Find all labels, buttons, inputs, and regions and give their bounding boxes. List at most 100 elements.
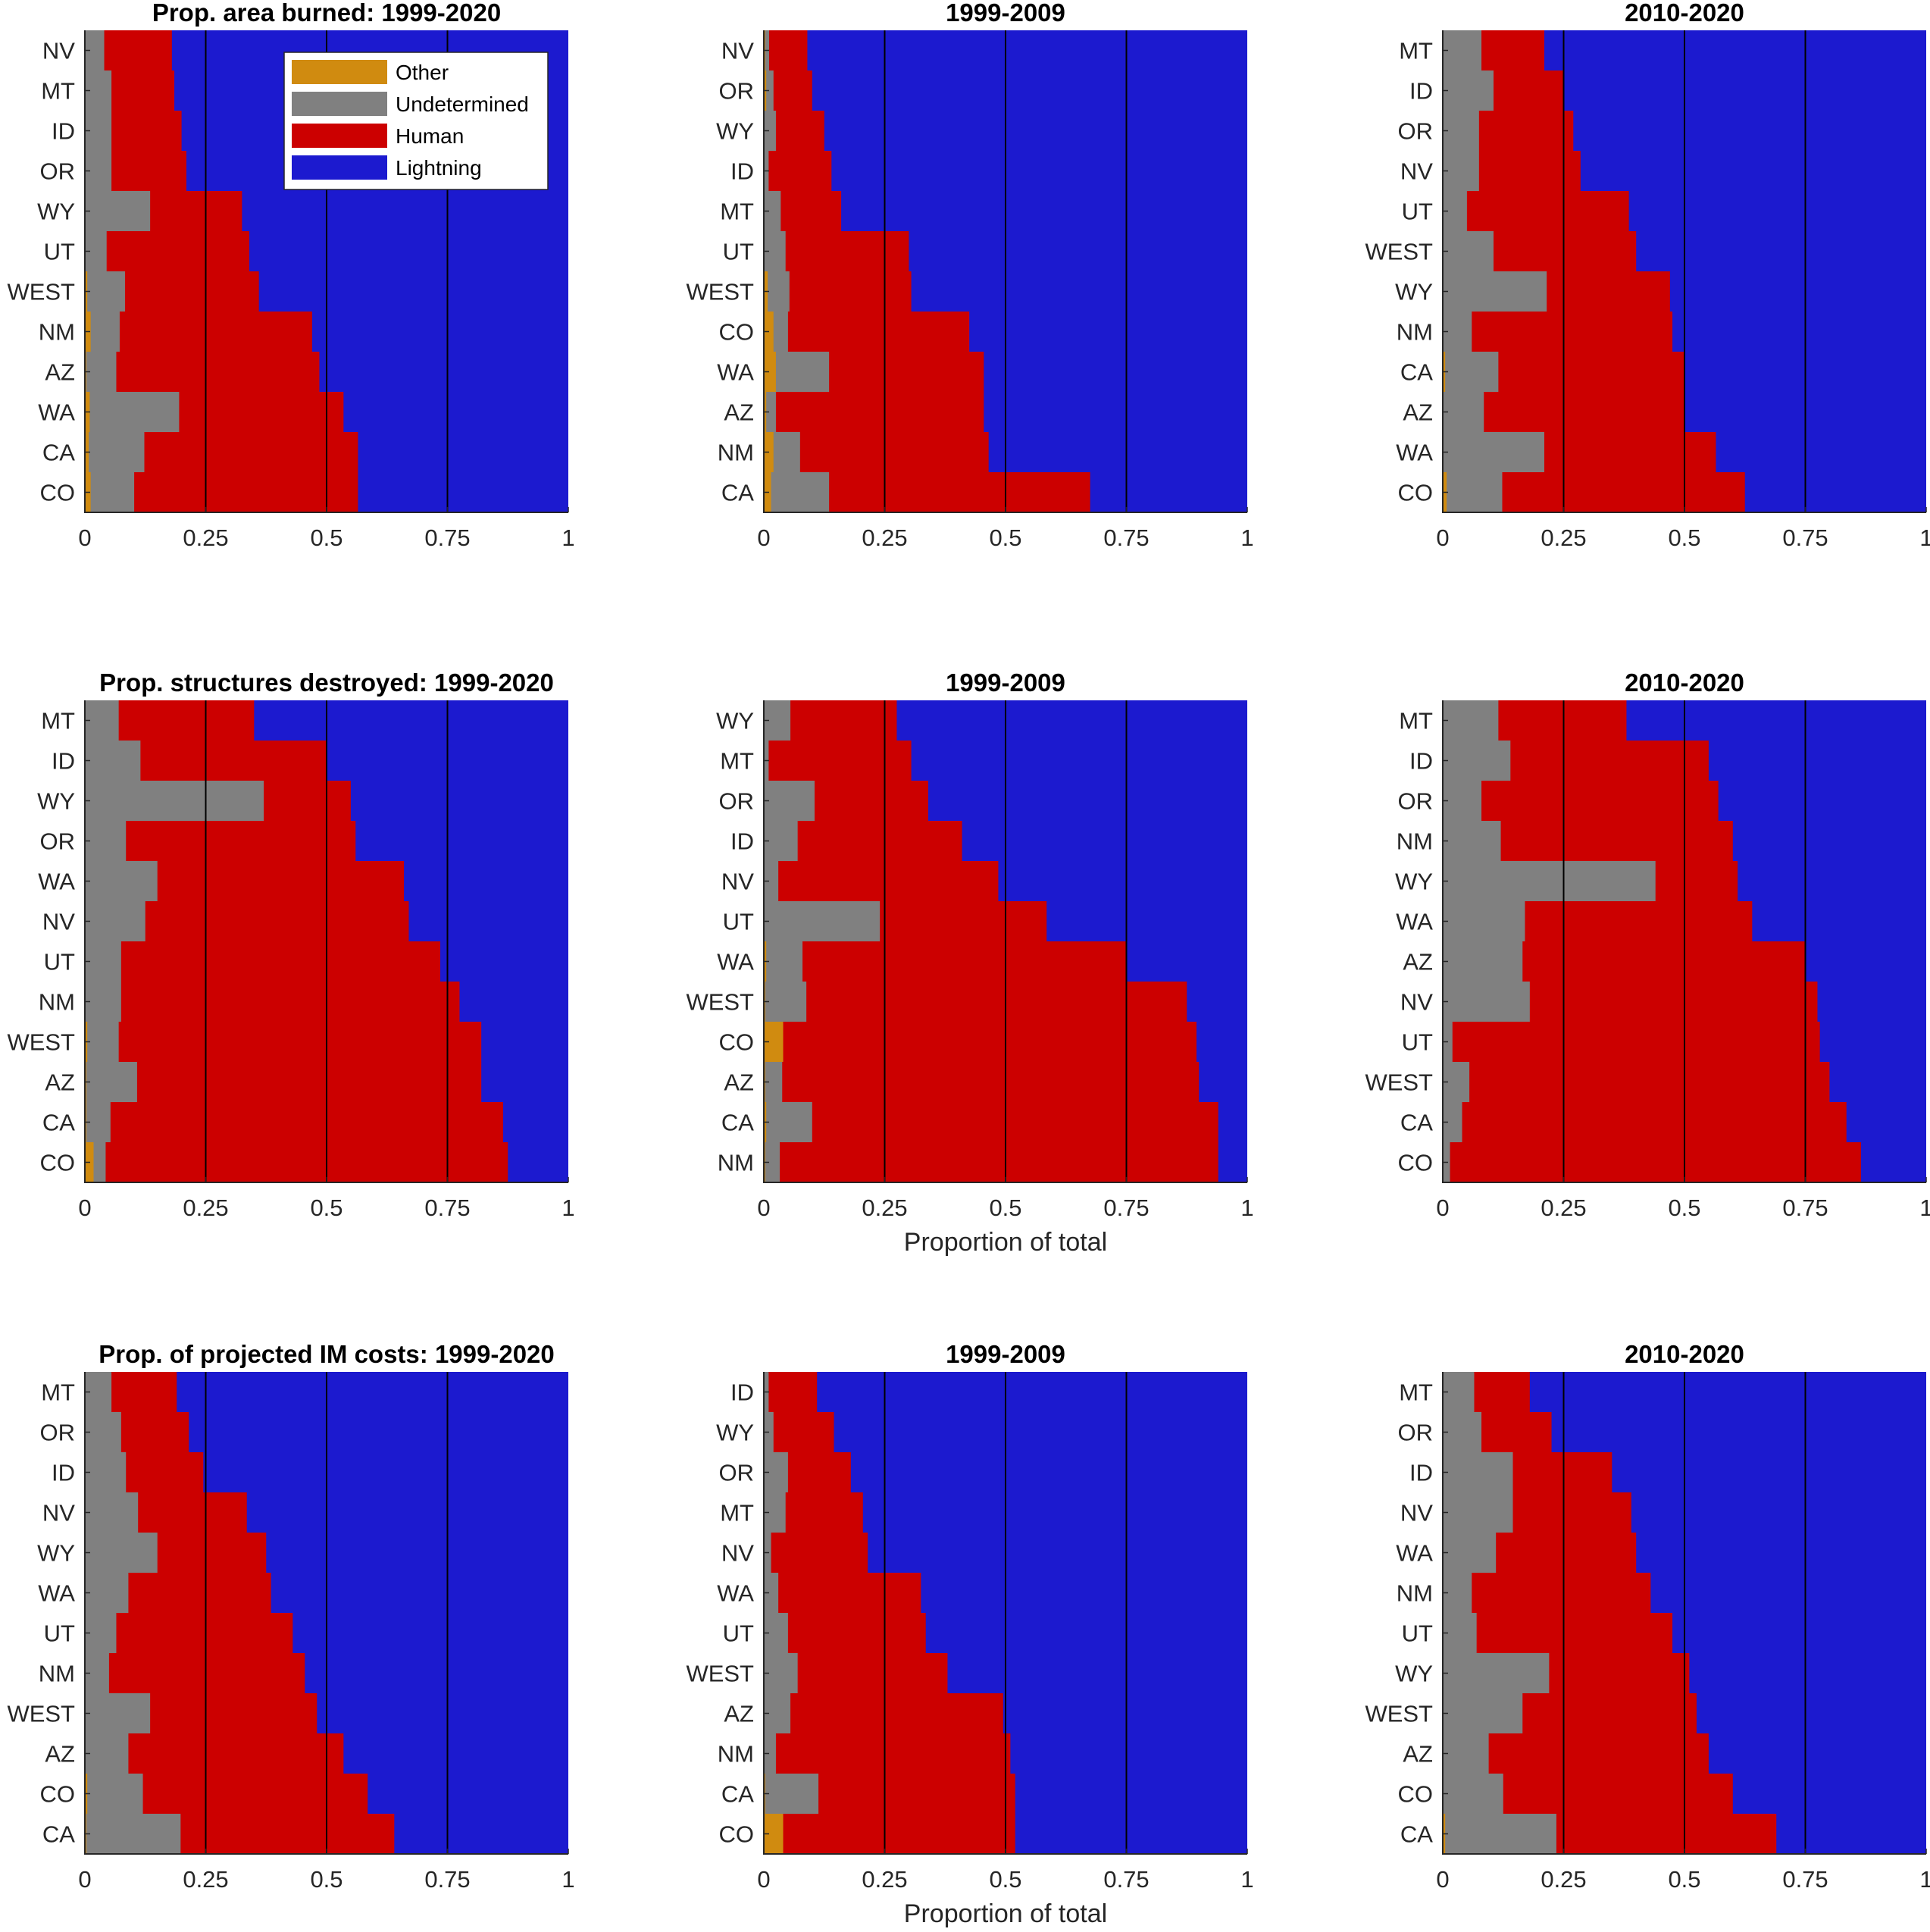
bar-undetermined-ID [1443, 70, 1494, 111]
bar-undetermined-NV [1443, 151, 1479, 192]
category-label-ID: ID [52, 118, 75, 145]
category-label-NV: NV [1400, 1500, 1433, 1526]
category-label-WA: WA [717, 949, 754, 975]
bar-undetermined-WEST [764, 1653, 798, 1694]
category-label-CA: CA [42, 1821, 75, 1848]
panel-2: MT ID OR NV UT WEST WY NM CA AZ WA CO0 0.25 0.5 0.75 1 2… [1365, 0, 1930, 551]
category-label-CA: CA [1400, 359, 1433, 386]
bar-undetermined-OR [764, 781, 815, 822]
category-label-NV: NV [42, 1500, 75, 1526]
category-label-WY: WY [37, 199, 75, 225]
bar-undetermined-CO [85, 1774, 143, 1815]
bar-human-UT [85, 1613, 293, 1654]
bar-undetermined-WEST [764, 982, 807, 1022]
bar-human-UT [1443, 1613, 1673, 1654]
x-tick-label: 0 [757, 524, 770, 551]
bar-undetermined-UT [85, 941, 121, 982]
bar-human-AZ [764, 1062, 1200, 1103]
category-label-WY: WY [37, 1540, 75, 1567]
category-label-NV: NV [721, 1540, 754, 1567]
category-label-NV: NV [1400, 989, 1433, 1016]
category-label-OR: OR [1398, 118, 1434, 145]
category-label-NM: NM [1397, 319, 1433, 346]
x-tick-label: 0.5 [310, 1195, 343, 1221]
category-label-CA: CA [42, 1110, 75, 1136]
bar-undetermined-ID [85, 741, 141, 781]
x-tick-label: 0.5 [310, 524, 343, 551]
bar-human-CO [1443, 1142, 1861, 1183]
x-tick-label: 0.25 [1541, 1195, 1586, 1221]
category-label-MT: MT [720, 748, 754, 775]
category-label-CO: CO [1398, 1781, 1434, 1808]
category-label-WA: WA [717, 1580, 754, 1607]
bar-undetermined-OR [1443, 111, 1479, 152]
bar-human-UT [85, 941, 440, 982]
bar-undetermined-WA [1443, 432, 1544, 473]
bar-undetermined-WY [1443, 861, 1656, 902]
bar-undetermined-WY [1443, 271, 1547, 312]
bar-undetermined-NV [764, 861, 779, 902]
x-tick-label: 1 [1240, 1866, 1253, 1893]
x-tick-label: 0.5 [1668, 1195, 1700, 1221]
x-tick-label: 1 [1919, 524, 1930, 551]
category-label-WA: WA [717, 359, 754, 386]
category-label-CO: CO [719, 319, 755, 346]
category-label-OR: OR [719, 78, 755, 105]
x-tick-label: 0.75 [1103, 1195, 1149, 1221]
category-label-AZ: AZ [724, 399, 754, 426]
bar-human-NM [764, 432, 989, 473]
category-label-CO: CO [1398, 480, 1434, 506]
bar-undetermined-AZ [85, 1733, 129, 1774]
category-label-NM: NM [39, 989, 75, 1016]
category-label-UT: UT [44, 949, 75, 975]
bar-human-WA [764, 1573, 921, 1614]
category-label-AZ: AZ [1403, 949, 1433, 975]
x-tick-label: 1 [561, 524, 574, 551]
category-label-UT: UT [1402, 199, 1433, 225]
panel-title: Prop. structures destroyed: 1999-2020 [99, 669, 554, 697]
x-tick-label: 0.5 [989, 524, 1021, 551]
bar-human-UT [764, 1613, 926, 1654]
panel-1: NV OR WY ID MT UT WEST CO WA AZ NM CA0 0.25 0.5 0.75 1 1… [686, 0, 1253, 551]
bar-human-AZ [764, 392, 984, 433]
bar-human-NM [1443, 1573, 1651, 1614]
bar-undetermined-WY [85, 781, 264, 822]
category-label-ID: ID [730, 158, 754, 185]
bar-undetermined-UT [1443, 1613, 1477, 1654]
category-label-MT: MT [41, 708, 75, 734]
category-label-WY: WY [37, 788, 75, 815]
bar-human-WEST [85, 1022, 482, 1063]
bar-human-NV [764, 30, 808, 71]
x-tick-label: 0 [78, 524, 91, 551]
category-label-WA: WA [38, 399, 75, 426]
category-label-WEST: WEST [7, 1701, 75, 1727]
bar-undetermined-CA [85, 432, 145, 473]
x-tick-label: 1 [1919, 1866, 1930, 1893]
category-label-ID: ID [1409, 748, 1433, 775]
bar-undetermined-CA [764, 1102, 812, 1143]
x-tick-label: 0.25 [183, 1866, 228, 1893]
category-label-WA: WA [1396, 440, 1433, 466]
legend-swatch-undetermined [292, 92, 387, 116]
bar-undetermined-MT [764, 191, 781, 232]
bar-human-NV [764, 861, 999, 902]
bar-undetermined-MT [85, 700, 119, 741]
category-label-CA: CA [1400, 1110, 1433, 1136]
category-label-AZ: AZ [45, 359, 75, 386]
bar-undetermined-NV [85, 1492, 139, 1533]
bar-other-WA [764, 352, 776, 393]
x-tick-label: 1 [1919, 1195, 1930, 1221]
bar-undetermined-WEST [85, 271, 125, 312]
bar-human-NM [85, 1653, 305, 1694]
panel-3: MT ID WY OR WA NV UT NM WEST AZ CA CO0 0.25 0.5 0.75 1 P… [7, 669, 574, 1221]
category-label-WEST: WEST [1365, 239, 1433, 265]
bar-human-CA [85, 1102, 503, 1143]
category-label-UT: UT [44, 239, 75, 265]
panel-6: MT OR ID NV WY WA UT NM WEST AZ CO CA0 0.25 0.5 0.75 1 P… [7, 1340, 574, 1893]
category-label-CA: CA [721, 1781, 754, 1808]
bar-undetermined-WY [764, 111, 776, 152]
panel-8: MT OR ID NV WA NM UT WY WEST AZ CO CA0 0.25 0.5 0.75 1 2… [1365, 1340, 1930, 1893]
category-label-WY: WY [1395, 1661, 1433, 1687]
category-label-WY: WY [716, 1420, 754, 1446]
